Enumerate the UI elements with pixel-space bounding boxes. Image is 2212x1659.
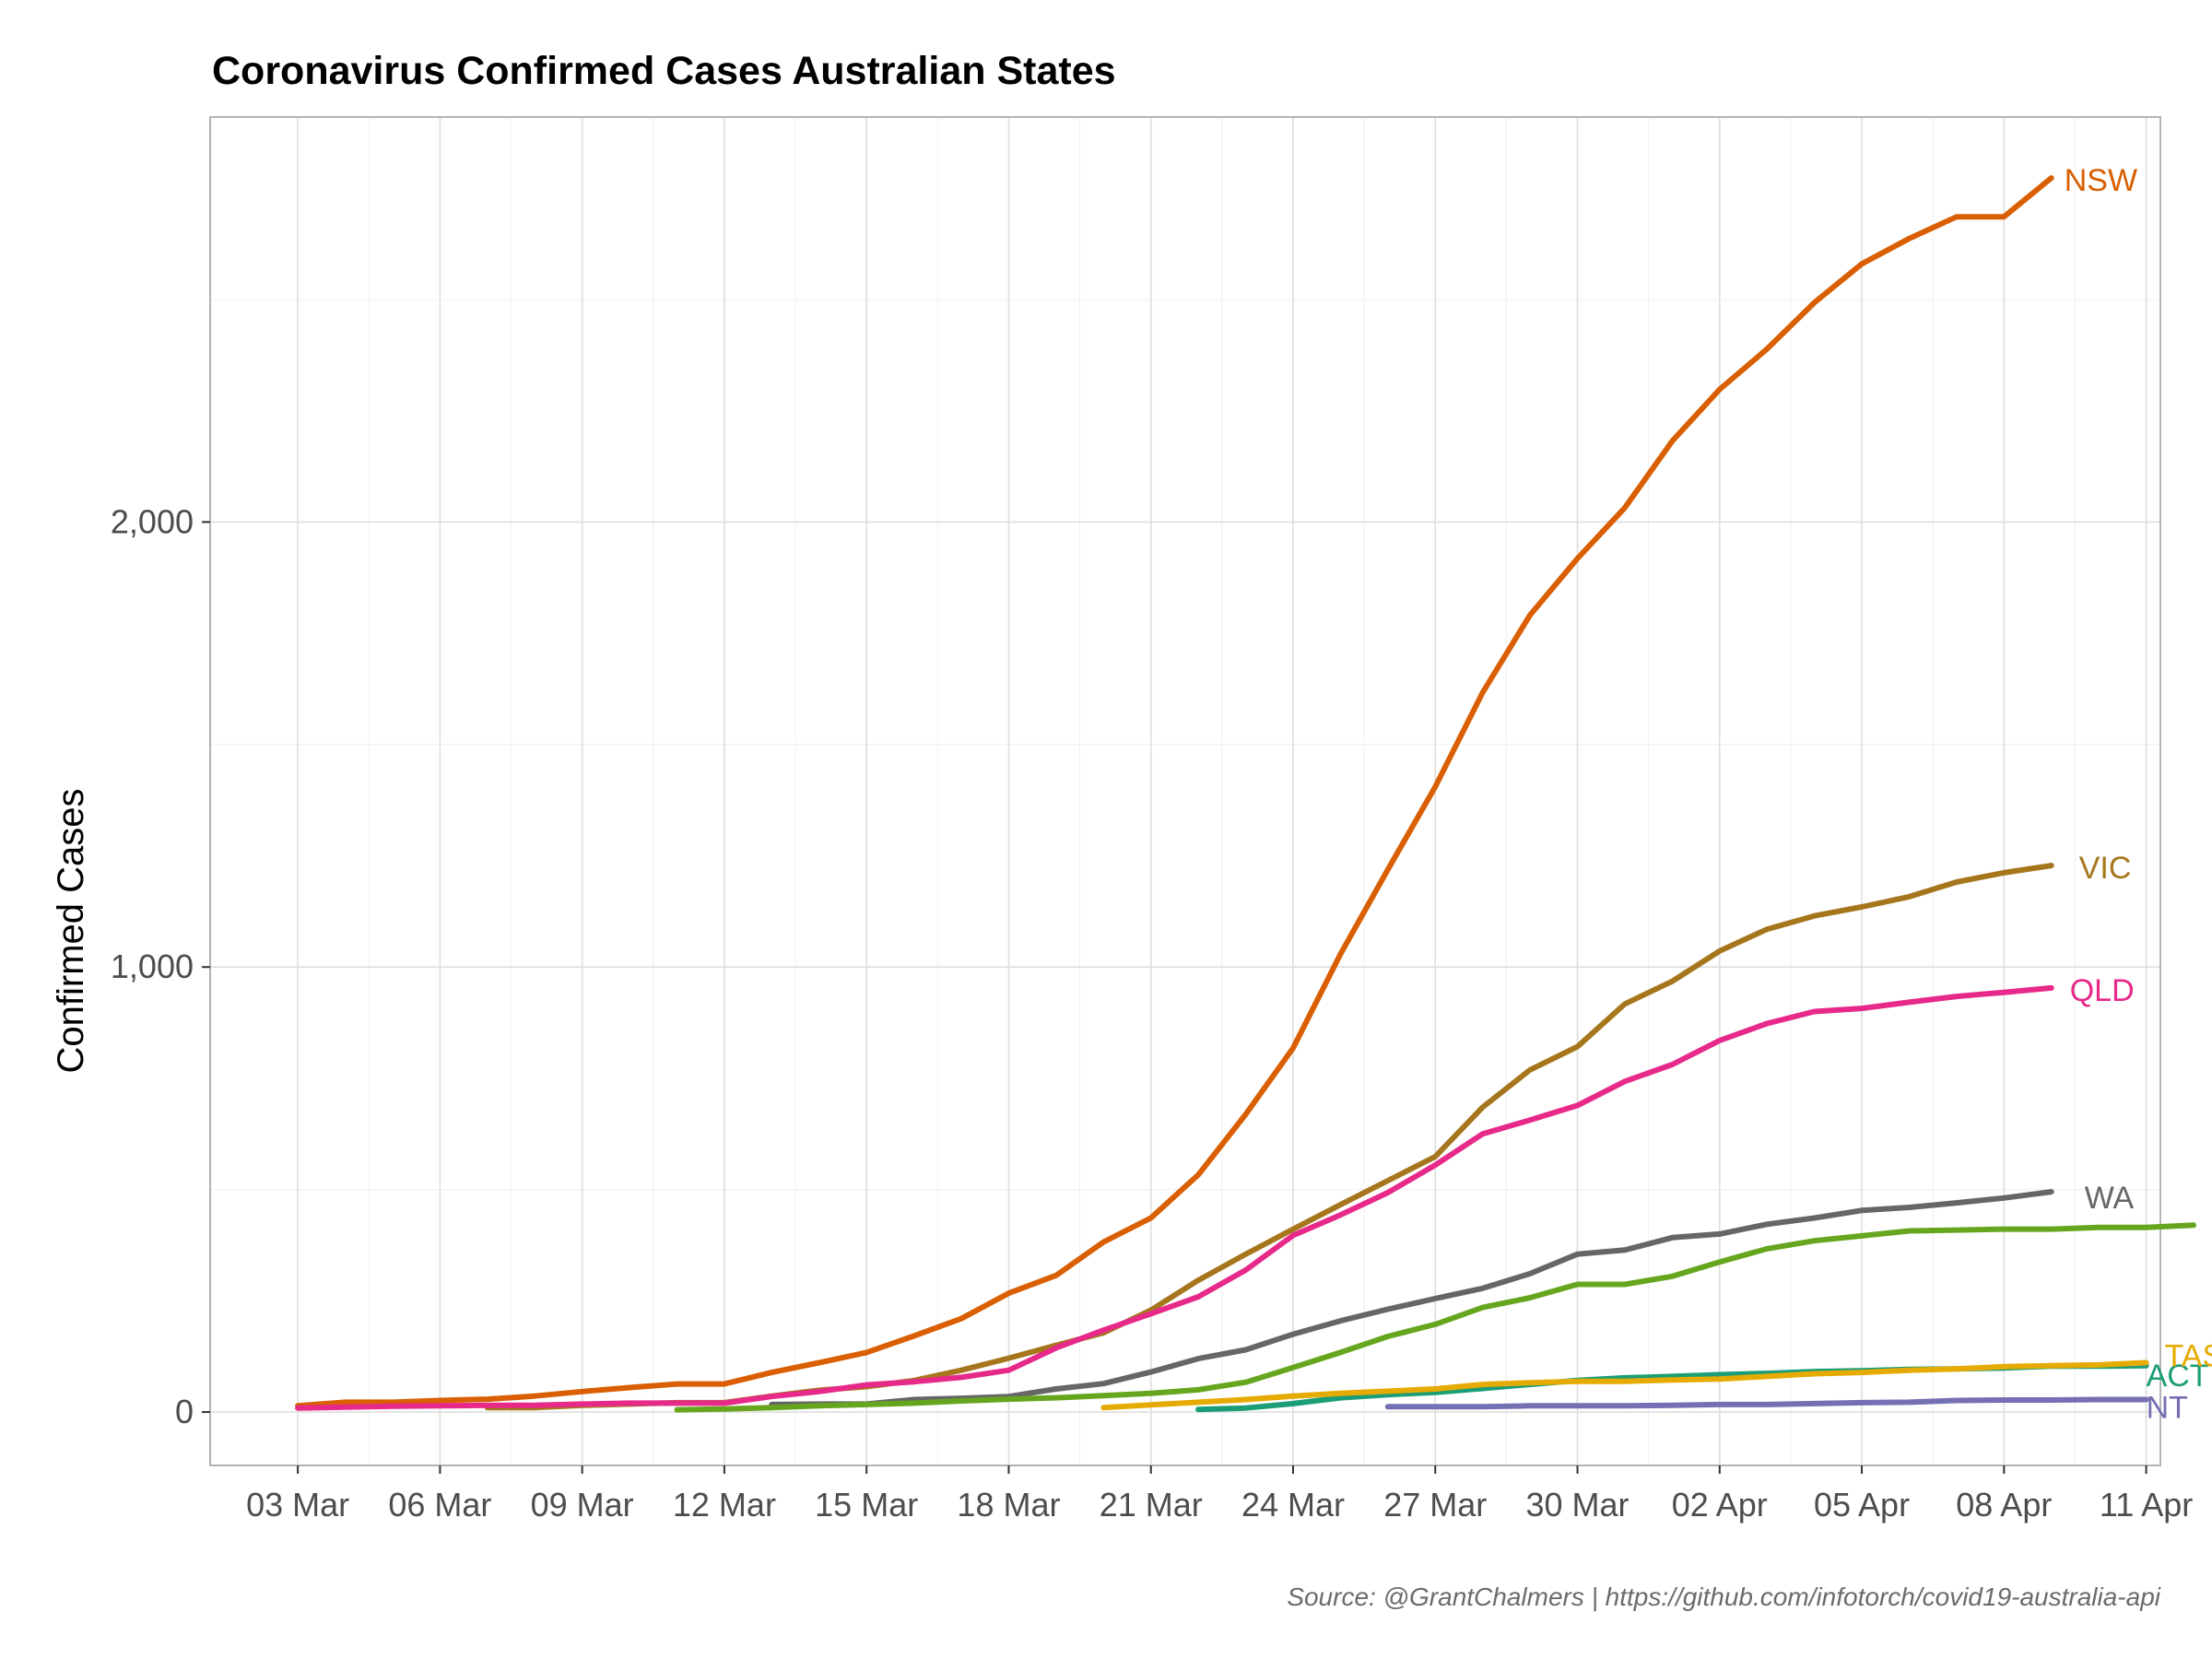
y-tick-label: 0	[175, 1393, 194, 1430]
series-label-qld: QLD	[2070, 973, 2135, 1008]
series-label-nsw: NSW	[2065, 163, 2137, 198]
chart-caption: Source: @GrantChalmers | https://github.…	[1287, 1583, 2160, 1611]
series-label-tas: TAS	[2165, 1338, 2212, 1373]
x-tick-label: 24 Mar	[1241, 1486, 1345, 1524]
series-label-wa: WA	[2085, 1181, 2135, 1216]
x-tick-label: 18 Mar	[957, 1486, 1060, 1524]
series-label-act: ACT	[2147, 1359, 2209, 1394]
x-tick-label: 08 Apr	[1956, 1486, 2052, 1524]
x-tick-label: 11 Apr	[2100, 1486, 2193, 1524]
x-tick-label: 15 Mar	[815, 1486, 918, 1524]
x-tick-label: 21 Mar	[1100, 1486, 1203, 1524]
series-line-qld	[295, 984, 2054, 1411]
x-tick-label: 03 Mar	[246, 1486, 349, 1524]
x-tick-label: 27 Mar	[1383, 1486, 1487, 1524]
series-line-nt	[1384, 1396, 2149, 1410]
x-tick-label: 12 Mar	[673, 1486, 776, 1524]
x-tick-label: 30 Mar	[1525, 1486, 1629, 1524]
series-lines	[295, 175, 2196, 1413]
y-tick-label: 2,000	[111, 502, 194, 540]
series-line-nsw	[295, 175, 2054, 1409]
x-tick-label: 09 Mar	[531, 1486, 634, 1524]
series-line-sa	[674, 1222, 2196, 1413]
chart-title: Coronavirus Confirmed Cases Australian S…	[212, 49, 1116, 93]
plot-panel-border	[209, 116, 2161, 1466]
series-label-vic: VIC	[2079, 851, 2132, 886]
y-axis-title: Confirmed Cases	[51, 788, 91, 1073]
x-tick-label: 02 Apr	[1672, 1486, 1768, 1524]
x-tick-label: 06 Mar	[388, 1486, 491, 1524]
axes: 03 Mar 06 Mar 09 Mar 12 Mar 15 Mar 18 Mar 21 M…	[111, 502, 2193, 1524]
grid	[210, 117, 2160, 1465]
series-label-nt: NT	[2147, 1391, 2188, 1426]
series-labels: NSWVICQLDWASAACTTASNT	[2065, 163, 2212, 1425]
y-tick-label: 1,000	[111, 947, 194, 985]
x-tick-label: 05 Apr	[1814, 1486, 1910, 1524]
series-line-tas	[1100, 1359, 2149, 1411]
